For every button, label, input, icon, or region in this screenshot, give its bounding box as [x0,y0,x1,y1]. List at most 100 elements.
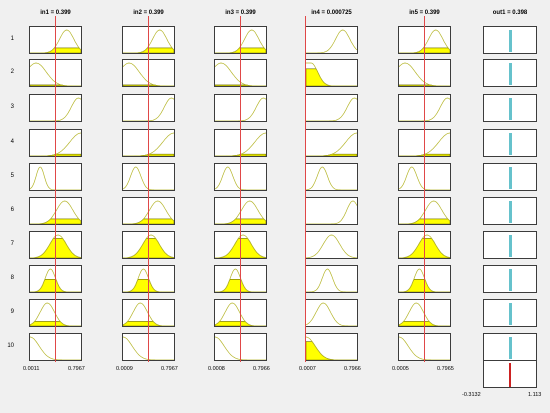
implication-fill [123,238,174,258]
input-max-label: 0.7967 [68,366,85,372]
output-rule-plot[interactable] [483,129,537,157]
membership-function-graph [399,302,450,326]
input-max-label: 0.7966 [344,366,361,372]
membership-plot[interactable] [305,265,358,293]
membership-plot[interactable] [122,26,175,54]
input-max-label: 0.7965 [437,366,454,372]
implication-fill [306,68,357,86]
membership-plot[interactable] [305,129,358,157]
output-rule-plot[interactable] [483,163,537,191]
membership-plot[interactable] [305,197,358,225]
membership-function-graph [215,336,266,360]
input-value-cursor[interactable] [147,16,149,362]
membership-function-graph [30,200,81,224]
implication-fill [123,84,174,86]
membership-plot[interactable] [305,299,358,327]
membership-plot[interactable] [122,163,175,191]
membership-function-graph [399,336,450,360]
membership-plot[interactable] [122,59,175,87]
membership-plot[interactable] [29,231,82,259]
membership-curve [30,166,81,190]
membership-function-graph [215,302,266,326]
membership-plot[interactable] [29,163,82,191]
membership-function-graph [215,62,266,86]
output-rule-plot[interactable] [483,299,537,327]
membership-curve [306,132,357,156]
input-value-cursor[interactable] [305,16,306,362]
membership-curve [30,200,81,224]
rule-number: 6 [10,207,14,213]
rule-number: 10 [7,343,14,349]
output-singleton-bar [508,269,512,291]
input-min-label: 0.0005 [392,366,409,372]
membership-plot[interactable] [122,197,175,225]
membership-plot[interactable] [29,94,82,122]
membership-function-graph [30,29,81,53]
output-singleton-bar [508,30,512,52]
output-singleton-bar [508,98,512,120]
input-header-2: in2 = 0.399 [133,10,164,16]
membership-plot[interactable] [29,265,82,293]
membership-plot[interactable] [122,333,175,361]
membership-function-graph [30,97,81,121]
membership-function-graph [30,234,81,258]
output-rule-plot[interactable] [483,59,537,87]
membership-plot[interactable] [122,265,175,293]
output-rule-plot[interactable] [483,94,537,122]
output-singleton-bar [508,337,512,359]
membership-curve [306,336,357,360]
membership-plot[interactable] [305,26,358,54]
membership-function-graph [306,166,357,190]
membership-curve [123,62,174,86]
membership-curve [30,97,81,121]
output-rule-plot[interactable] [483,197,537,225]
membership-function-graph [399,132,450,156]
membership-plot[interactable] [29,59,82,87]
input-header-5: in5 = 0.399 [409,10,440,16]
membership-function-graph [306,200,357,224]
membership-curve [30,29,81,53]
output-singleton-bar [508,201,512,223]
membership-curve [30,234,81,258]
output-aggregate-plot[interactable] [483,360,537,388]
membership-curve [123,234,174,258]
output-singleton-bar [508,63,512,85]
membership-plot[interactable] [29,299,82,327]
membership-function-graph [30,268,81,292]
input-value-cursor[interactable] [54,16,56,362]
membership-function-graph [30,166,81,190]
output-rule-plot[interactable] [483,333,537,361]
membership-plot[interactable] [305,94,358,122]
input-min-label: 0.0008 [208,366,225,372]
membership-plot[interactable] [122,231,175,259]
membership-curve [306,97,357,121]
membership-plot[interactable] [29,197,82,225]
output-singleton-bar [508,303,512,325]
membership-curve [123,200,174,224]
membership-function-graph [215,268,266,292]
membership-plot[interactable] [305,333,358,361]
membership-curve [123,29,174,53]
membership-function-graph [123,97,174,121]
implication-fill [30,47,81,53]
membership-plot[interactable] [305,231,358,259]
output-rule-plot[interactable] [483,265,537,293]
membership-plot[interactable] [122,129,175,157]
membership-plot[interactable] [122,94,175,122]
input-max-label: 0.7967 [161,366,178,372]
implication-fill [123,321,174,326]
membership-plot[interactable] [305,59,358,87]
membership-function-graph [123,166,174,190]
membership-plot[interactable] [122,299,175,327]
output-rule-plot[interactable] [483,26,537,54]
membership-plot[interactable] [305,163,358,191]
input-value-cursor[interactable] [423,16,425,362]
input-header-4: in4 = 0.000725 [311,10,352,16]
membership-plot[interactable] [29,129,82,157]
membership-curve [123,268,174,292]
output-rule-plot[interactable] [483,231,537,259]
membership-plot[interactable] [29,333,82,361]
membership-plot[interactable] [29,26,82,54]
input-value-cursor[interactable] [239,16,241,362]
